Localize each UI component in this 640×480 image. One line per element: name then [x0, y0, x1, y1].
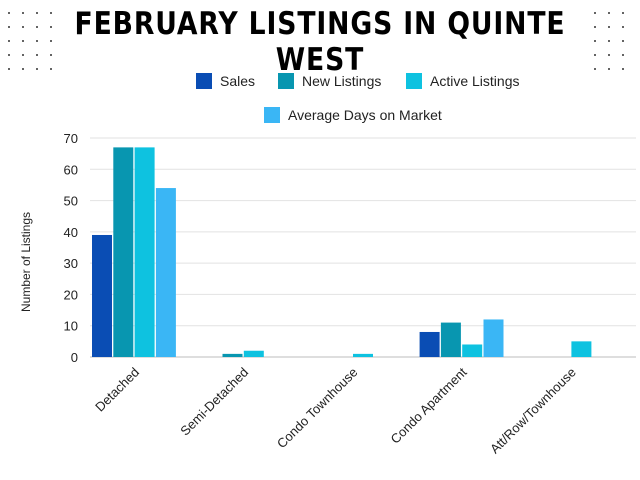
y-tick-label: 20 — [64, 287, 78, 302]
decorative-dot — [608, 54, 610, 56]
x-tick-label: Detached — [92, 365, 142, 415]
decorative-dot — [8, 12, 10, 14]
bar-active-listings-4 — [571, 341, 592, 357]
x-tick-label: Att/Row/Townhouse — [487, 365, 579, 457]
decorative-dot — [594, 12, 596, 14]
decorative-dot — [22, 40, 24, 42]
y-tick-label: 0 — [71, 350, 78, 365]
decorative-dot — [594, 68, 596, 70]
y-tick-label: 40 — [64, 225, 78, 240]
decorative-dot — [36, 54, 38, 56]
decorative-dot — [594, 40, 596, 42]
decorative-dot — [8, 68, 10, 70]
decorative-dot — [22, 54, 24, 56]
decorative-dot — [22, 26, 24, 28]
decorative-dot — [50, 68, 52, 70]
y-tick-label: 60 — [64, 162, 78, 177]
decorative-dot — [36, 40, 38, 42]
decorative-dot — [608, 26, 610, 28]
decorative-dot — [50, 26, 52, 28]
page-title: FEBRUARY LISTINGS IN QUINTE WEST — [74, 6, 566, 78]
x-tick-label: Condo Townhouse — [274, 365, 361, 452]
decorative-dot — [36, 68, 38, 70]
y-tick-label: 50 — [64, 194, 78, 209]
y-axis-ticks: 0 10 20 30 40 50 60 70 — [64, 131, 78, 365]
decorative-dot — [622, 68, 624, 70]
decorative-dot — [622, 40, 624, 42]
bar-sales-0 — [92, 234, 112, 357]
legend-label: Sales — [220, 73, 255, 89]
decorative-dot — [8, 26, 10, 28]
decorative-dot — [608, 12, 610, 14]
legend-swatch — [196, 73, 212, 89]
decorative-dot — [622, 26, 624, 28]
decorative-dot — [608, 40, 610, 42]
decorative-dot — [50, 12, 52, 14]
bar-active-listings-2 — [353, 353, 373, 357]
decorative-dot — [622, 54, 624, 56]
decorative-dot — [622, 12, 624, 14]
decorative-dot — [36, 12, 38, 14]
legend-swatch — [278, 73, 294, 89]
y-tick-label: 30 — [64, 256, 78, 271]
decorative-dot — [50, 54, 52, 56]
x-axis-ticks: Detached Semi-Detached Condo Townhouse Cond… — [92, 364, 579, 456]
decorative-dot — [608, 68, 610, 70]
x-tick-label: Condo Apartment — [388, 364, 470, 446]
y-axis-label: Number of Listings — [19, 212, 33, 312]
decorative-dot — [22, 12, 24, 14]
decorative-dot — [594, 54, 596, 56]
y-tick-label: 10 — [64, 319, 78, 334]
bar-sales-3 — [419, 331, 440, 357]
legend-swatch — [406, 73, 422, 89]
bar-active-listings-1 — [243, 350, 264, 357]
x-tick-label: Semi-Detached — [177, 365, 251, 439]
bar-new-listings-3 — [440, 322, 461, 357]
bar-active-listings-3 — [462, 344, 483, 357]
decorative-dot — [22, 68, 24, 70]
decorative-dot — [36, 26, 38, 28]
legend-label: New Listings — [302, 73, 381, 89]
decorative-dot — [594, 26, 596, 28]
bar-average-days-on-market-0 — [155, 188, 176, 357]
legend-label: Active Listings — [430, 73, 519, 89]
y-tick-label: 70 — [64, 131, 78, 146]
decorative-dot — [8, 54, 10, 56]
decorative-dot — [50, 40, 52, 42]
chart-legend: Sales New Listings Active Listings Average … — [196, 73, 519, 123]
legend-swatch — [264, 107, 280, 123]
legend-label: Average Days on Market — [288, 107, 442, 123]
bar-average-days-on-market-3 — [483, 319, 504, 357]
bar-new-listings-0 — [113, 147, 134, 357]
bar-new-listings-1 — [222, 353, 243, 357]
bar-active-listings-0 — [134, 147, 155, 357]
chart-bars — [92, 147, 592, 357]
decorative-dot — [8, 40, 10, 42]
